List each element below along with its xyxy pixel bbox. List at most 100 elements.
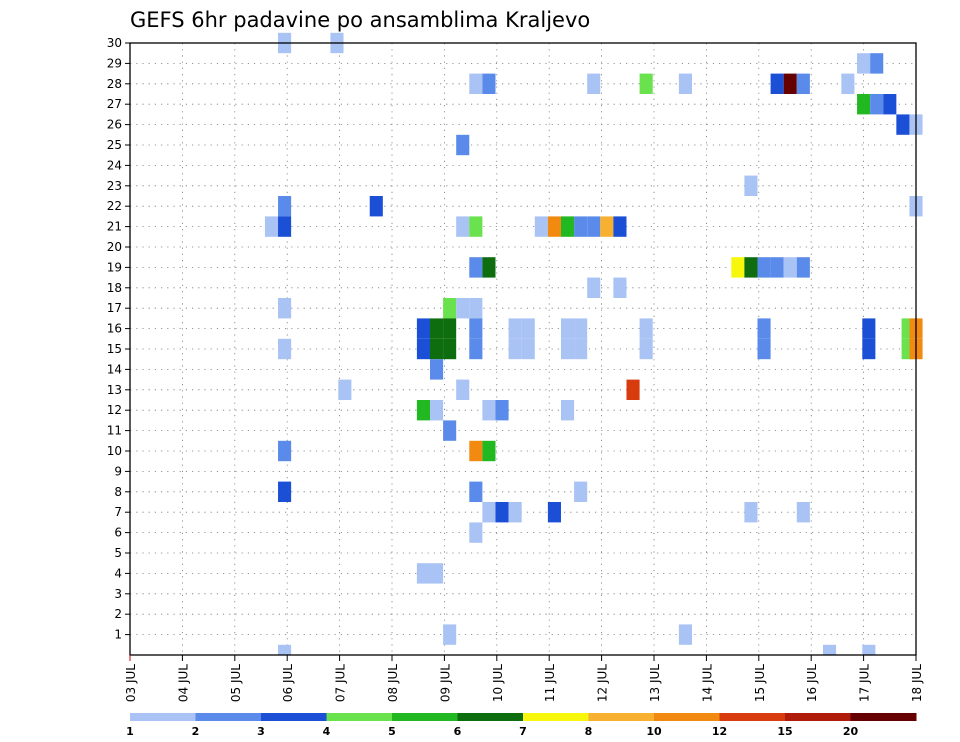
y-tick-label: 24 bbox=[107, 158, 122, 172]
data-cell bbox=[639, 318, 653, 339]
data-cell bbox=[429, 318, 444, 339]
data-cell bbox=[796, 73, 810, 94]
colorbar-swatch bbox=[130, 713, 196, 721]
y-tick-label: 26 bbox=[107, 118, 122, 132]
y-tick-label: 10 bbox=[107, 444, 122, 458]
x-tick-label: 09 JUL bbox=[438, 664, 452, 702]
colorbar-label: 7 bbox=[519, 725, 527, 738]
data-cell bbox=[796, 502, 810, 523]
data-cell bbox=[416, 318, 430, 339]
data-cell bbox=[547, 502, 561, 523]
data-cell bbox=[443, 624, 457, 645]
y-tick-label: 14 bbox=[107, 362, 122, 376]
data-cell bbox=[429, 400, 444, 421]
data-cell bbox=[560, 216, 575, 237]
data-cell bbox=[469, 216, 483, 237]
colorbar-swatch bbox=[326, 713, 393, 721]
chart-title: GEFS 6hr padavine po ansamblima Kraljevo bbox=[130, 8, 590, 32]
data-cell bbox=[896, 114, 910, 135]
data-cell bbox=[429, 359, 444, 380]
y-tick-label: 6 bbox=[114, 526, 122, 540]
data-cell bbox=[416, 563, 430, 584]
y-tick-label: 5 bbox=[114, 546, 122, 560]
y-tick-label: 12 bbox=[107, 403, 122, 417]
colorbar-label: 6 bbox=[454, 725, 462, 738]
data-cell bbox=[574, 216, 588, 237]
data-cell bbox=[456, 216, 470, 237]
colorbar-label: 5 bbox=[388, 725, 396, 738]
y-tick-label: 8 bbox=[114, 485, 122, 499]
colorbar-swatch bbox=[261, 713, 327, 721]
data-cell bbox=[870, 53, 884, 74]
x-tick-label: 03 JUL bbox=[124, 664, 138, 702]
y-tick-label: 3 bbox=[114, 587, 122, 601]
data-cell bbox=[770, 73, 784, 94]
data-cell bbox=[416, 400, 430, 421]
y-tick-label: 29 bbox=[107, 56, 122, 70]
data-cell bbox=[560, 400, 575, 421]
y-tick-label: 4 bbox=[114, 566, 122, 580]
data-cell bbox=[534, 216, 548, 237]
colorbar-label: 12 bbox=[712, 725, 727, 738]
colorbar-label: 2 bbox=[192, 725, 200, 738]
colorbar-swatch bbox=[785, 713, 851, 721]
data-cell bbox=[783, 257, 797, 278]
colorbar-label: 10 bbox=[646, 725, 662, 738]
data-cell bbox=[482, 440, 496, 462]
data-cell bbox=[508, 502, 522, 523]
data-cell bbox=[495, 400, 509, 421]
y-tick-label: 2 bbox=[114, 607, 122, 621]
y-tick-label: 20 bbox=[107, 240, 122, 254]
y-axis-ticks: 1234567891011121314151617181920212223242… bbox=[107, 36, 130, 642]
data-cell bbox=[278, 644, 292, 655]
data-cell bbox=[626, 379, 640, 400]
data-cell bbox=[482, 502, 496, 523]
colorbar-swatch bbox=[392, 713, 458, 721]
data-cell bbox=[469, 73, 483, 94]
data-cell bbox=[757, 318, 771, 339]
data-cell bbox=[613, 216, 627, 237]
x-tick-label: 17 JUL bbox=[858, 664, 872, 702]
y-tick-label: 18 bbox=[107, 281, 122, 295]
data-cell bbox=[678, 73, 692, 94]
x-tick-label: 05 JUL bbox=[229, 664, 243, 702]
data-cell bbox=[678, 624, 692, 645]
data-cell bbox=[547, 216, 561, 237]
data-cell bbox=[560, 318, 575, 339]
data-cell bbox=[862, 644, 876, 655]
y-tick-label: 17 bbox=[107, 301, 122, 315]
data-cell bbox=[560, 338, 575, 360]
data-cells bbox=[264, 32, 923, 655]
y-tick-label: 27 bbox=[107, 97, 122, 111]
data-cell bbox=[862, 338, 876, 360]
x-tick-label: 10 JUL bbox=[491, 664, 505, 702]
data-cell bbox=[456, 134, 470, 156]
x-tick-label: 12 JUL bbox=[596, 664, 610, 702]
colorbar-swatch bbox=[523, 713, 589, 721]
data-cell bbox=[443, 420, 457, 441]
data-cell bbox=[264, 216, 279, 237]
data-cell bbox=[757, 257, 771, 278]
colorbar-swatch bbox=[654, 713, 720, 721]
data-cell bbox=[770, 257, 784, 278]
data-cell bbox=[639, 73, 653, 94]
data-cell bbox=[574, 481, 588, 502]
data-cell bbox=[443, 298, 457, 319]
data-cell bbox=[857, 53, 871, 74]
data-cell bbox=[883, 94, 897, 115]
data-cell bbox=[587, 216, 601, 237]
data-cell bbox=[456, 298, 470, 319]
y-tick-label: 16 bbox=[107, 322, 122, 336]
y-tick-label: 9 bbox=[114, 464, 122, 478]
x-tick-label: 04 JUL bbox=[176, 664, 190, 702]
data-cell bbox=[639, 338, 653, 360]
data-cell bbox=[508, 318, 522, 339]
data-cell bbox=[521, 338, 535, 360]
data-cell bbox=[587, 277, 601, 298]
x-tick-label: 18 JUL bbox=[910, 664, 924, 702]
data-cell bbox=[521, 318, 535, 339]
data-cell bbox=[278, 338, 292, 360]
x-tick-label: 13 JUL bbox=[648, 664, 662, 702]
data-cell bbox=[613, 277, 627, 298]
